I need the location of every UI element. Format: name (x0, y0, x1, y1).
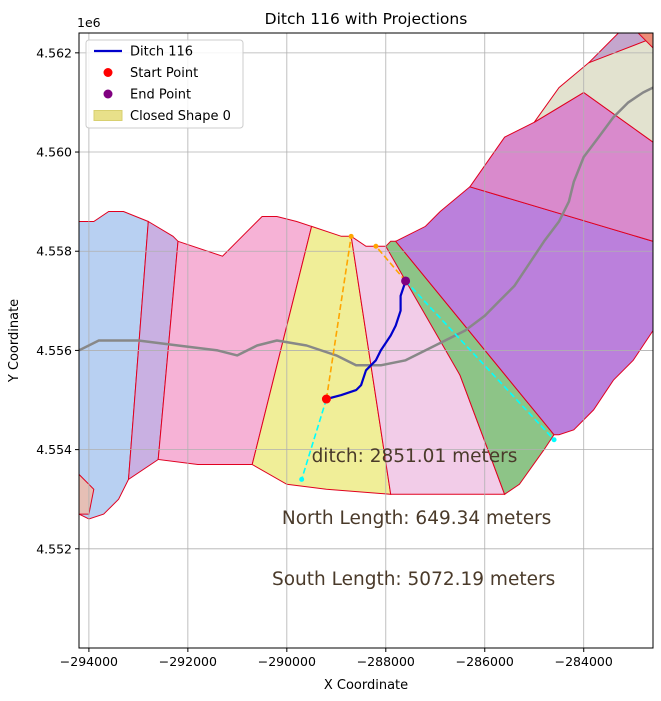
legend-label-0: Ditch 116 (130, 45, 193, 60)
region-polygon-2 (157, 216, 313, 465)
start-point-marker (321, 394, 331, 404)
legend-dot-swatch-2 (103, 89, 113, 99)
region-polygon-10 (637, 33, 653, 49)
projection-endpoint-2 (373, 243, 379, 249)
y-offset-label: 1e6 (77, 15, 101, 30)
x-tick-label-1: −292000 (159, 654, 217, 669)
river-line (79, 86, 653, 367)
region-polygon-9 (588, 33, 653, 64)
ditch-series-line (326, 280, 407, 401)
legend-box (85, 39, 244, 129)
projection-endpoint-3 (551, 437, 557, 443)
legend-label-3: Closed Shape 0 (130, 109, 231, 124)
projection-line-1 (300, 398, 328, 480)
legend-label-1: Start Point (130, 66, 198, 81)
annotation-text-2: South Length: 5072.19 meters (272, 569, 555, 590)
x-tick-label-5: −284000 (555, 654, 613, 669)
y-tick-label-2: 4.556 (36, 343, 72, 358)
annotation-text-1: North Length: 649.34 meters (282, 508, 551, 529)
end-point-marker (401, 276, 411, 286)
y-tick-label-4: 4.560 (36, 145, 72, 160)
y-tick-label-0: 4.552 (36, 541, 72, 556)
x-tick-label-4: −286000 (456, 654, 514, 669)
region-polygon-6 (394, 186, 653, 436)
y-tick-label-1: 4.554 (36, 442, 72, 457)
x-tick-label-3: −288000 (357, 654, 415, 669)
projection-line-2 (375, 245, 407, 282)
projection-endpoint-1 (299, 476, 305, 482)
chart-title: Ditch 116 with Projections (265, 10, 468, 28)
y-axis-label: Y Coordinate (7, 299, 22, 383)
legend-dot-swatch-1 (103, 68, 113, 77)
x-tick-label-2: −290000 (258, 654, 316, 669)
projection-line-0 (325, 236, 352, 400)
legend-patch-swatch-3 (93, 110, 123, 121)
y-tick-label-5: 4.562 (36, 45, 72, 60)
projection-endpoint-0 (348, 233, 354, 239)
plot-frame (78, 32, 654, 649)
y-tick-label-3: 4.558 (36, 244, 72, 259)
annotation-text-0: ditch: 2851.01 meters (312, 446, 518, 467)
x-tick-label-0: −294000 (60, 654, 118, 669)
projection-line-3 (405, 280, 555, 441)
x-axis-label: X Coordinate (324, 678, 408, 693)
legend-label-2: End Point (130, 88, 191, 103)
legend: Ditch 116 Start Point End Point Closed Shap… (85, 39, 244, 129)
